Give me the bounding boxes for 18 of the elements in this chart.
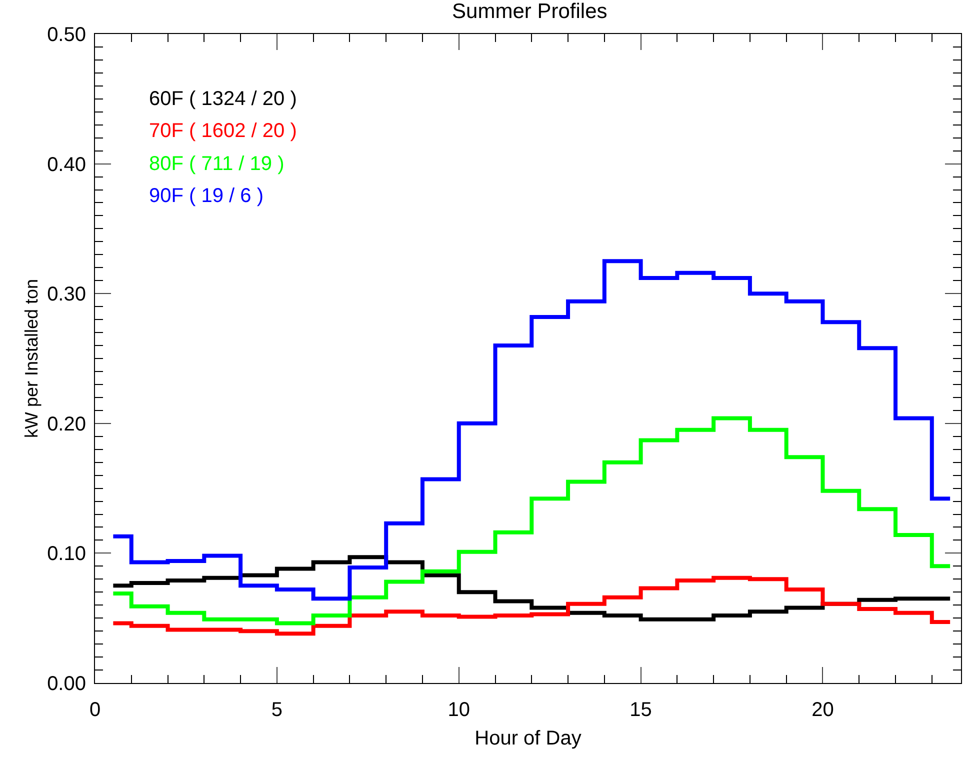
y-axis-title: kW per Installed ton (21, 278, 42, 438)
y-tick-label: 0.00 (47, 673, 86, 695)
text: 60F ( 1324 / 20 ) (149, 88, 297, 110)
x-tick-label: 15 (630, 699, 652, 721)
chart-title: Summer Profiles (452, 0, 608, 23)
y-tick-label: 0.40 (47, 154, 86, 176)
x-tick-label: 5 (271, 699, 282, 721)
y-tick-label: 0.30 (47, 284, 86, 306)
x-tick-label: 0 (89, 699, 101, 721)
x-axis-title: Hour of Day (474, 728, 582, 750)
x-tick-label: 10 (448, 699, 470, 721)
x-tick-label: 20 (812, 699, 834, 721)
text: 80F ( 711 / 19 ) (149, 153, 284, 175)
text: 90F ( 19 / 6 ) (149, 185, 264, 207)
text: 70F ( 1602 / 20 ) (149, 120, 297, 142)
y-tick-label: 0.20 (47, 413, 86, 436)
y-tick-label: 0.50 (47, 24, 86, 46)
y-tick-label: 0.10 (47, 543, 86, 566)
